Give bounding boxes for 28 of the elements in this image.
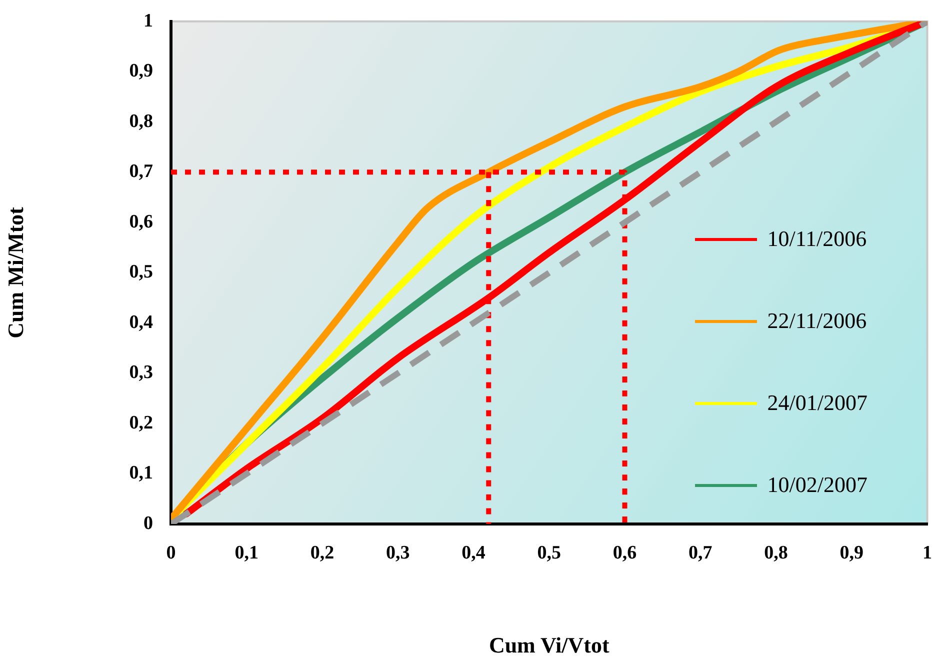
x-tick-label: 0,9	[840, 542, 864, 564]
y-tick-label: 0,4	[129, 312, 154, 333]
legend-label: 22/11/2006	[767, 308, 867, 334]
x-tick-label: 1	[922, 542, 932, 564]
x-tick-label: 0,5	[537, 542, 561, 564]
legend-label: 24/01/2007	[767, 390, 868, 416]
y-tick-label: 0,3	[129, 362, 153, 384]
x-tick-label: 0,3	[386, 542, 410, 564]
x-tick-label: 0,6	[612, 542, 637, 564]
y-tick-label: 0,1	[129, 462, 153, 484]
x-axis-title: Cum Vi/Vtot	[488, 632, 610, 658]
x-tick-label: 0	[166, 542, 176, 564]
y-tick-label: 1	[144, 10, 153, 32]
y-tick-label: 0	[144, 512, 153, 534]
y-axis-title: Cum Mi/Mtot	[2, 206, 28, 338]
x-tick-label: 0,8	[764, 542, 788, 564]
y-tick-label: 0,2	[129, 412, 153, 434]
y-tick-label: 0,6	[129, 211, 153, 232]
legend-label: 10/11/2006	[767, 226, 867, 252]
x-tick-label: 0,1	[234, 542, 258, 564]
x-tick-label: 0,7	[688, 542, 713, 564]
x-tick-label: 0,2	[310, 542, 334, 564]
y-tick-label: 0,5	[129, 262, 153, 283]
legend-label: 10/02/2007	[767, 472, 868, 498]
y-tick-label: 0,9	[129, 60, 153, 82]
x-tick-label: 0,4	[462, 542, 486, 564]
y-tick-label: 0,7	[129, 161, 154, 182]
y-tick-label: 0,8	[129, 110, 153, 132]
